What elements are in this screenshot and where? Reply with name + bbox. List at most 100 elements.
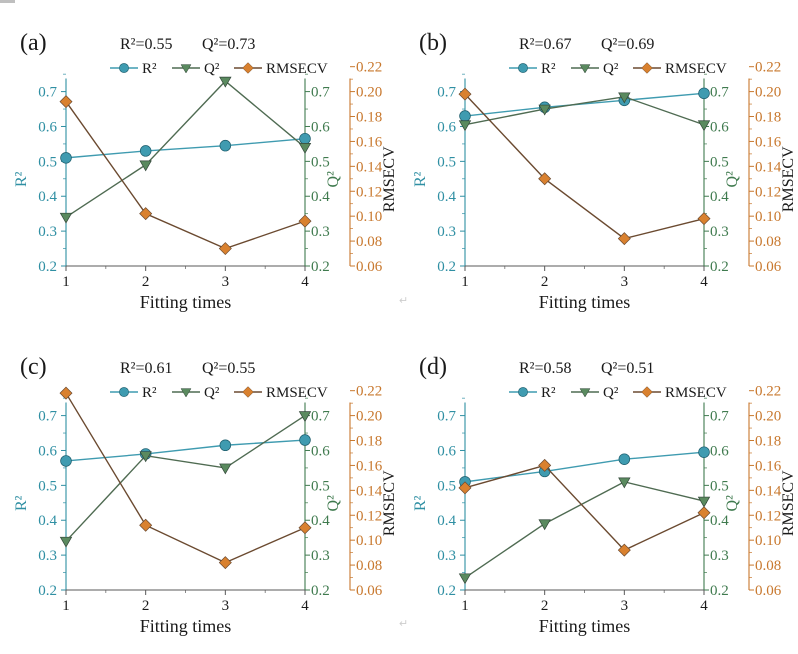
svg-text:R²: R² xyxy=(412,495,429,511)
svg-text:0.6: 0.6 xyxy=(311,443,330,459)
svg-text:Q²: Q² xyxy=(204,385,220,401)
svg-text:0.3: 0.3 xyxy=(437,548,456,564)
svg-text:0.4: 0.4 xyxy=(38,189,57,205)
svg-text:Q²: Q² xyxy=(603,385,619,401)
svg-text:0.5: 0.5 xyxy=(311,478,330,494)
svg-text:R²=0.58: R²=0.58 xyxy=(519,360,572,377)
svg-text:0.4: 0.4 xyxy=(437,189,456,205)
svg-text:0.7: 0.7 xyxy=(38,409,57,425)
svg-text:Fitting times: Fitting times xyxy=(539,292,631,312)
svg-text:0.7: 0.7 xyxy=(437,85,456,101)
svg-text:0.3: 0.3 xyxy=(437,224,456,240)
svg-text:0.12: 0.12 xyxy=(356,184,382,200)
svg-text:2: 2 xyxy=(142,274,150,290)
svg-text:0.16: 0.16 xyxy=(755,134,782,150)
svg-text:0.22: 0.22 xyxy=(356,384,382,400)
svg-text:RMSECV: RMSECV xyxy=(780,146,797,212)
svg-text:0.7: 0.7 xyxy=(710,409,729,425)
svg-text:0.22: 0.22 xyxy=(356,60,382,76)
svg-text:0.3: 0.3 xyxy=(710,548,729,564)
svg-text:0.14: 0.14 xyxy=(356,483,383,499)
svg-text:0.22: 0.22 xyxy=(755,60,781,76)
svg-text:Q²: Q² xyxy=(325,495,342,512)
svg-text:0.06: 0.06 xyxy=(356,583,383,599)
svg-text:0.6: 0.6 xyxy=(710,443,729,459)
svg-text:0.16: 0.16 xyxy=(755,458,782,474)
svg-text:0.14: 0.14 xyxy=(356,159,383,175)
svg-text:0.08: 0.08 xyxy=(755,558,781,574)
svg-text:0.2: 0.2 xyxy=(38,259,57,275)
svg-text:(b): (b) xyxy=(419,30,447,56)
svg-text:0.7: 0.7 xyxy=(311,85,330,101)
svg-text:RMSECV: RMSECV xyxy=(266,385,328,401)
svg-text:0.3: 0.3 xyxy=(311,224,330,240)
svg-text:0.5: 0.5 xyxy=(710,154,729,170)
svg-text:0.06: 0.06 xyxy=(755,583,782,599)
svg-text:R²=0.61: R²=0.61 xyxy=(120,360,173,377)
svg-text:R²: R² xyxy=(541,61,556,77)
svg-text:0.20: 0.20 xyxy=(755,85,781,101)
svg-text:0.5: 0.5 xyxy=(38,154,57,170)
svg-text:(c): (c) xyxy=(20,354,47,380)
svg-text:Fitting times: Fitting times xyxy=(140,292,232,312)
svg-text:0.6: 0.6 xyxy=(38,443,57,459)
svg-text:0.6: 0.6 xyxy=(437,443,456,459)
svg-text:0.5: 0.5 xyxy=(38,478,57,494)
svg-text:0.14: 0.14 xyxy=(755,483,782,499)
svg-text:0.20: 0.20 xyxy=(356,85,382,101)
svg-text:0.4: 0.4 xyxy=(710,513,729,529)
svg-text:3: 3 xyxy=(621,598,629,614)
svg-text:Q²: Q² xyxy=(325,171,342,188)
svg-text:0.20: 0.20 xyxy=(356,409,382,425)
svg-text:R²: R² xyxy=(412,171,429,187)
svg-text:0.10: 0.10 xyxy=(755,209,781,225)
svg-text:0.2: 0.2 xyxy=(437,259,456,275)
svg-text:0.3: 0.3 xyxy=(38,224,57,240)
svg-text:2: 2 xyxy=(541,274,549,290)
svg-text:0.10: 0.10 xyxy=(356,209,382,225)
svg-text:2: 2 xyxy=(541,598,549,614)
svg-text:0.2: 0.2 xyxy=(437,583,456,599)
svg-text:Q²: Q² xyxy=(204,61,220,77)
svg-text:Q²=0.51: Q²=0.51 xyxy=(601,360,654,377)
svg-text:4: 4 xyxy=(301,274,309,290)
svg-text:Q²: Q² xyxy=(603,61,619,77)
svg-text:0.14: 0.14 xyxy=(755,159,782,175)
svg-text:0.4: 0.4 xyxy=(311,513,330,529)
svg-text:Q²=0.73: Q²=0.73 xyxy=(202,36,255,53)
svg-text:0.5: 0.5 xyxy=(437,478,456,494)
svg-text:RMSECV: RMSECV xyxy=(665,385,727,401)
svg-text:R²: R² xyxy=(13,495,30,511)
svg-text:0.2: 0.2 xyxy=(38,583,57,599)
svg-text:R²: R² xyxy=(13,171,30,187)
svg-text:0.4: 0.4 xyxy=(710,189,729,205)
svg-text:0.6: 0.6 xyxy=(710,119,729,135)
svg-text:0.12: 0.12 xyxy=(356,508,382,524)
svg-text:0.18: 0.18 xyxy=(356,110,382,126)
svg-text:0.6: 0.6 xyxy=(437,119,456,135)
svg-text:0.18: 0.18 xyxy=(356,434,382,450)
svg-text:0.12: 0.12 xyxy=(755,184,781,200)
svg-text:4: 4 xyxy=(700,598,708,614)
svg-text:0.7: 0.7 xyxy=(710,85,729,101)
svg-text:R²: R² xyxy=(142,61,157,77)
svg-text:1: 1 xyxy=(461,274,469,290)
svg-text:0.08: 0.08 xyxy=(356,234,382,250)
svg-text:0.7: 0.7 xyxy=(437,409,456,425)
svg-text:(a): (a) xyxy=(20,30,47,56)
svg-text:4: 4 xyxy=(301,598,309,614)
svg-text:0.3: 0.3 xyxy=(710,224,729,240)
svg-text:0.4: 0.4 xyxy=(437,513,456,529)
svg-text:3: 3 xyxy=(222,274,230,290)
svg-text:R²=0.55: R²=0.55 xyxy=(120,36,173,53)
svg-text:0.12: 0.12 xyxy=(755,508,781,524)
svg-text:1: 1 xyxy=(62,598,70,614)
svg-text:(d): (d) xyxy=(419,354,447,380)
svg-text:3: 3 xyxy=(222,598,230,614)
svg-text:0.4: 0.4 xyxy=(311,189,330,205)
svg-text:0.5: 0.5 xyxy=(311,154,330,170)
svg-text:0.5: 0.5 xyxy=(710,478,729,494)
svg-text:RMSECV: RMSECV xyxy=(381,470,398,536)
svg-text:0.10: 0.10 xyxy=(755,533,781,549)
svg-text:0.7: 0.7 xyxy=(311,409,330,425)
